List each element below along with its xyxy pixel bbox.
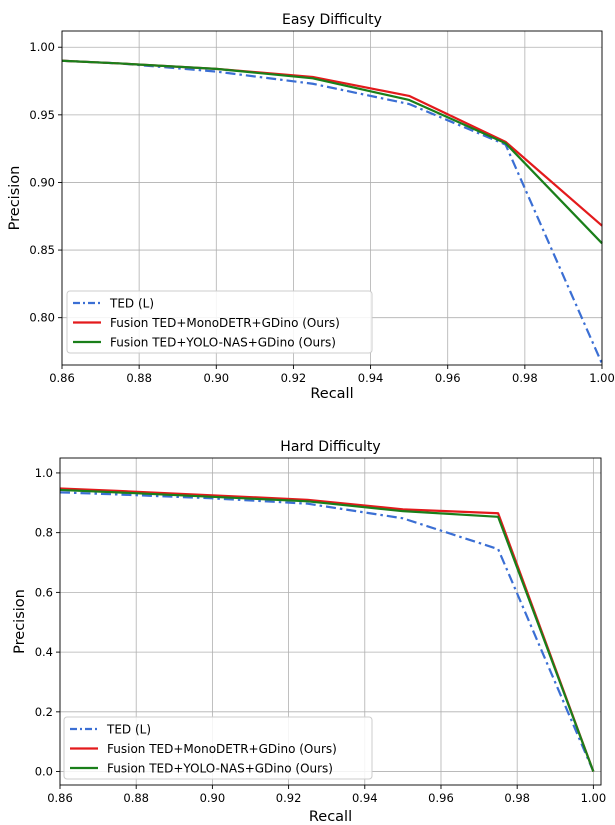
plot-frame <box>61 30 603 366</box>
y-axis-label: Precision <box>12 589 28 654</box>
y-tick-label: 0.0 <box>35 765 53 779</box>
legend: TED (L) Fusion TED+MonoDETR+GDino (Ours) F… <box>63 716 373 780</box>
y-tick-label: 0.6 <box>35 585 53 599</box>
y-axis-label: Precision <box>7 166 23 231</box>
x-tick-label: 0.92 <box>276 791 302 805</box>
x-tick-label: 0.92 <box>281 371 307 385</box>
x-tick-label: 0.90 <box>200 791 226 805</box>
x-tick-label: 0.86 <box>49 371 75 385</box>
legend-label: Fusion TED+YOLO-NAS+GDino (Ours) <box>107 762 333 776</box>
x-tick-label: 0.94 <box>352 791 378 805</box>
series-line-2 <box>59 487 595 772</box>
y-tick-label: 1.00 <box>29 40 55 54</box>
grid <box>59 458 601 785</box>
x-tick-label: 1.00 <box>589 371 615 385</box>
x-tick-label: 0.88 <box>126 371 152 385</box>
x-axis-label: Recall <box>309 809 352 825</box>
series-line-3 <box>61 59 603 245</box>
series-line-2 <box>61 59 603 227</box>
chart-hard-difficulty: 0.86 0.88 0.90 0.92 0.94 0.96 0.98 1.00 0.0 0.2 0.… <box>12 439 606 825</box>
y-tick-label: 0.90 <box>29 175 55 189</box>
legend: TED (L) Fusion TED+MonoDETR+GDino (Ours) F… <box>66 290 373 354</box>
x-axis-label: Recall <box>310 386 353 402</box>
y-tick-label: 0.85 <box>29 243 55 257</box>
y-tick-label: 0.2 <box>35 705 53 719</box>
plot-frame <box>59 457 602 786</box>
legend-label: Fusion TED+MonoDETR+GDino (Ours) <box>107 742 337 756</box>
y-tick-label: 0.80 <box>29 311 55 325</box>
chart-title: Easy Difficulty <box>282 12 382 28</box>
chart-title: Hard Difficulty <box>280 439 380 455</box>
x-tick-label: 0.90 <box>203 371 229 385</box>
legend-box <box>66 290 373 354</box>
x-tick-label: 1.00 <box>581 791 607 805</box>
legend-label: Fusion TED+YOLO-NAS+GDino (Ours) <box>110 336 336 350</box>
y-tick-label: 1.0 <box>35 466 53 480</box>
y-tick-label: 0.4 <box>35 645 53 659</box>
x-tick-label: 0.98 <box>504 791 530 805</box>
series-line-3 <box>59 488 595 772</box>
series-line-1 <box>59 491 595 772</box>
chart-easy-difficulty: 0.86 0.88 0.90 0.92 0.94 0.96 0.98 1.00 0.80 0.85… <box>7 12 615 402</box>
y-tick-label: 0.95 <box>29 108 55 122</box>
legend-label: TED (L) <box>106 723 151 737</box>
x-tick-label: 0.96 <box>428 791 454 805</box>
legend-box <box>63 716 373 780</box>
x-tick-label: 0.86 <box>47 791 73 805</box>
legend-label: Fusion TED+MonoDETR+GDino (Ours) <box>110 316 340 330</box>
x-tick-label: 0.94 <box>358 371 384 385</box>
x-tick-label: 0.96 <box>435 371 461 385</box>
y-tick-label: 0.8 <box>35 526 53 540</box>
x-tick-label: 0.98 <box>512 371 538 385</box>
legend-label: TED (L) <box>109 297 154 311</box>
x-tick-label: 0.88 <box>123 791 149 805</box>
